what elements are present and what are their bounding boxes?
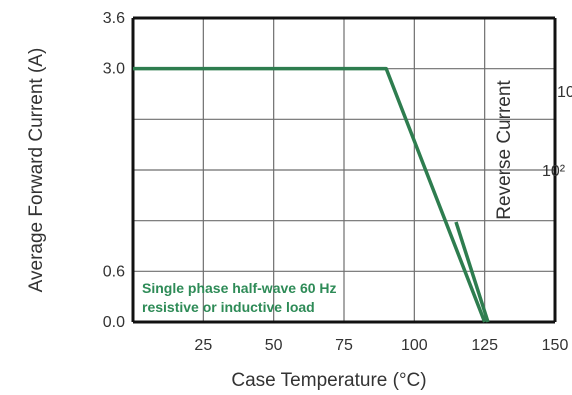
x-tick-label: 150 — [542, 337, 569, 354]
second-series-line — [454, 221, 490, 323]
x-axis-label: Case Temperature (°C) — [231, 370, 426, 391]
annotations: Single phase half-wave 60 Hz resistive or… — [142, 280, 337, 315]
y-tick-label: 3.6 — [103, 10, 125, 27]
x-tick-label: 125 — [471, 337, 498, 354]
y-tick-label: 0.0 — [103, 314, 125, 331]
axis-labels: Case Temperature (°C) Average Forward Cur… — [26, 48, 427, 391]
x-tick-label: 50 — [265, 337, 283, 354]
y-tick-label: 0.6 — [103, 263, 125, 280]
tick-labels: 25 50 75 100 125 150 0.0 0.6 3.0 3.6 — [103, 10, 569, 354]
y-axis-label: Average Forward Current (A) — [26, 48, 47, 293]
x-tick-label: 25 — [194, 337, 212, 354]
annotation-text: resistive or inductive load — [142, 299, 315, 315]
y-tick-label: 3.0 — [103, 61, 125, 78]
x-tick-label: 100 — [401, 337, 428, 354]
x-tick-label: 75 — [335, 337, 353, 354]
derating-curve — [133, 66, 487, 323]
series-lines — [133, 66, 487, 323]
grid-lines — [133, 18, 555, 322]
second-y-tick-label: 10³ — [557, 84, 572, 101]
second-y-tick-label: 10² — [542, 163, 566, 180]
second-y-axis-label: Reverse Current — [494, 80, 515, 220]
second-chart: Reverse Current 10³ 10² — [454, 80, 572, 323]
annotation-text: Single phase half-wave 60 Hz — [142, 280, 337, 296]
